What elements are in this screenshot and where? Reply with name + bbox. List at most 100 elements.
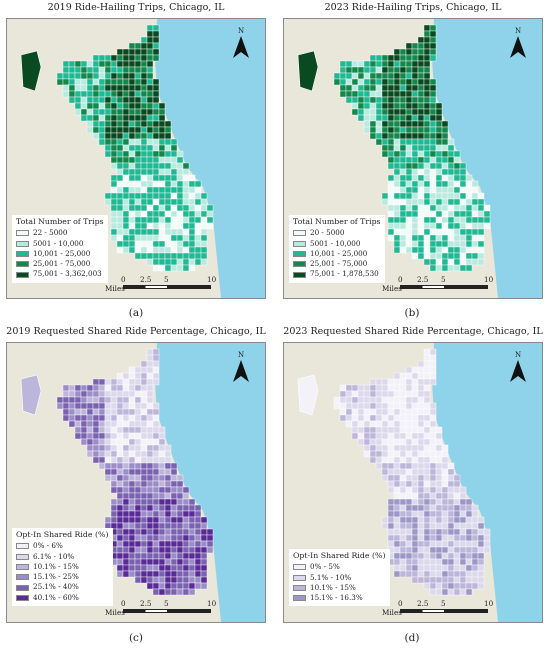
tract xyxy=(140,372,148,380)
tract xyxy=(465,240,473,248)
tract xyxy=(387,210,395,218)
tract xyxy=(459,168,467,176)
legend-swatch xyxy=(293,271,306,278)
tract xyxy=(429,180,437,188)
tract xyxy=(399,180,407,188)
tract xyxy=(158,264,166,272)
scale-tick-label: 5 xyxy=(164,599,169,608)
tract xyxy=(158,132,166,140)
tract xyxy=(399,54,407,62)
tract xyxy=(122,444,130,452)
tract xyxy=(429,264,437,272)
tract xyxy=(381,120,389,128)
tract xyxy=(459,246,467,254)
tract xyxy=(164,222,172,230)
lake-michigan xyxy=(155,343,265,622)
tract xyxy=(411,426,419,434)
tract xyxy=(399,204,407,212)
tract xyxy=(74,390,82,398)
tract xyxy=(417,396,425,404)
legend: Total Number of Trips 22 - 5000 5001 - 1… xyxy=(12,215,108,283)
tract xyxy=(465,528,473,536)
tract xyxy=(74,108,82,116)
tract xyxy=(447,504,455,512)
tract xyxy=(453,516,461,524)
scale-bar: 0 2.5 5 10 Miles xyxy=(382,599,494,619)
tract xyxy=(411,54,419,62)
tract xyxy=(194,180,202,188)
tract xyxy=(110,66,118,74)
scale-line xyxy=(123,285,211,289)
tract xyxy=(110,516,118,524)
tract xyxy=(375,126,383,134)
tract xyxy=(381,126,389,134)
tract xyxy=(110,132,118,140)
tract xyxy=(146,96,154,104)
tract xyxy=(158,468,166,476)
tract xyxy=(417,420,425,428)
tract xyxy=(411,120,419,128)
tract xyxy=(146,366,154,374)
tract xyxy=(417,66,425,74)
tract xyxy=(471,228,479,236)
tract xyxy=(447,180,455,188)
tract xyxy=(417,210,425,218)
tract xyxy=(405,444,413,452)
tract xyxy=(146,258,154,266)
tract xyxy=(152,126,160,134)
tract xyxy=(188,546,196,554)
tract xyxy=(477,576,485,584)
tract xyxy=(158,156,166,164)
tract xyxy=(429,552,437,560)
tract xyxy=(393,120,401,128)
tract xyxy=(423,456,431,464)
tract xyxy=(182,528,190,536)
tract xyxy=(140,210,148,218)
tract xyxy=(429,228,437,236)
tract xyxy=(393,204,401,212)
tract xyxy=(128,60,136,68)
tract xyxy=(423,378,431,386)
tract xyxy=(164,522,172,530)
tract xyxy=(182,564,190,572)
tract xyxy=(146,354,154,362)
tract xyxy=(146,84,154,92)
tract xyxy=(158,426,166,434)
tract xyxy=(86,96,94,104)
tract xyxy=(447,522,455,530)
legend-swatch xyxy=(16,230,29,237)
tract xyxy=(134,540,142,548)
tract xyxy=(128,408,136,416)
tract xyxy=(152,474,160,482)
tract xyxy=(170,228,178,236)
tract xyxy=(429,234,437,242)
tract xyxy=(92,402,100,410)
legend-item: 10,001 - 25,000 xyxy=(293,249,381,259)
tract xyxy=(447,468,455,476)
tract xyxy=(146,252,154,260)
tract xyxy=(128,492,136,500)
tract xyxy=(134,402,142,410)
tract xyxy=(140,42,148,50)
tract xyxy=(387,132,395,140)
tract xyxy=(182,504,190,512)
tract xyxy=(128,516,136,524)
tract xyxy=(387,66,395,74)
tract xyxy=(435,120,443,128)
tract xyxy=(146,132,154,140)
tract xyxy=(435,570,443,578)
tract xyxy=(411,408,419,416)
tract xyxy=(164,162,172,170)
caption-d: (d) xyxy=(404,632,420,644)
legend-item: 10.1% - 15% xyxy=(16,562,109,572)
tract xyxy=(80,96,88,104)
tract xyxy=(122,60,130,68)
tract xyxy=(116,462,124,470)
tract xyxy=(429,222,437,230)
tract xyxy=(447,588,455,596)
tract xyxy=(158,114,166,122)
tract xyxy=(104,126,112,134)
scale-tick-label: 2.5 xyxy=(417,275,429,284)
tract xyxy=(423,126,431,134)
tract xyxy=(128,372,136,380)
